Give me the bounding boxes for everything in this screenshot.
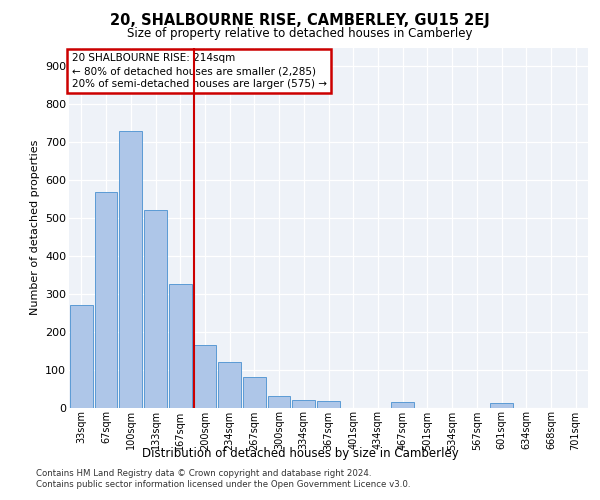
Text: Contains public sector information licensed under the Open Government Licence v3: Contains public sector information licen…	[36, 480, 410, 489]
Bar	[243, 377, 266, 408]
Text: Contains HM Land Registry data © Crown copyright and database right 2024.: Contains HM Land Registry data © Crown c…	[36, 469, 371, 478]
Bar	[144, 210, 167, 408]
Bar	[95, 192, 118, 408]
Text: 20 SHALBOURNE RISE: 214sqm
← 80% of detached houses are smaller (2,285)
20% of s: 20 SHALBOURNE RISE: 214sqm ← 80% of deta…	[71, 53, 326, 90]
Bar	[218, 362, 241, 408]
Y-axis label: Number of detached properties: Number of detached properties	[29, 140, 40, 315]
Bar	[194, 345, 216, 408]
Text: Distribution of detached houses by size in Camberley: Distribution of detached houses by size …	[142, 448, 458, 460]
Bar	[169, 284, 191, 408]
Bar	[268, 396, 290, 407]
Bar	[317, 400, 340, 407]
Bar	[70, 305, 93, 408]
Text: Size of property relative to detached houses in Camberley: Size of property relative to detached ho…	[127, 28, 473, 40]
Bar	[391, 402, 414, 407]
Bar	[292, 400, 315, 407]
Bar	[119, 131, 142, 407]
Text: 20, SHALBOURNE RISE, CAMBERLEY, GU15 2EJ: 20, SHALBOURNE RISE, CAMBERLEY, GU15 2EJ	[110, 12, 490, 28]
Bar	[490, 403, 513, 407]
